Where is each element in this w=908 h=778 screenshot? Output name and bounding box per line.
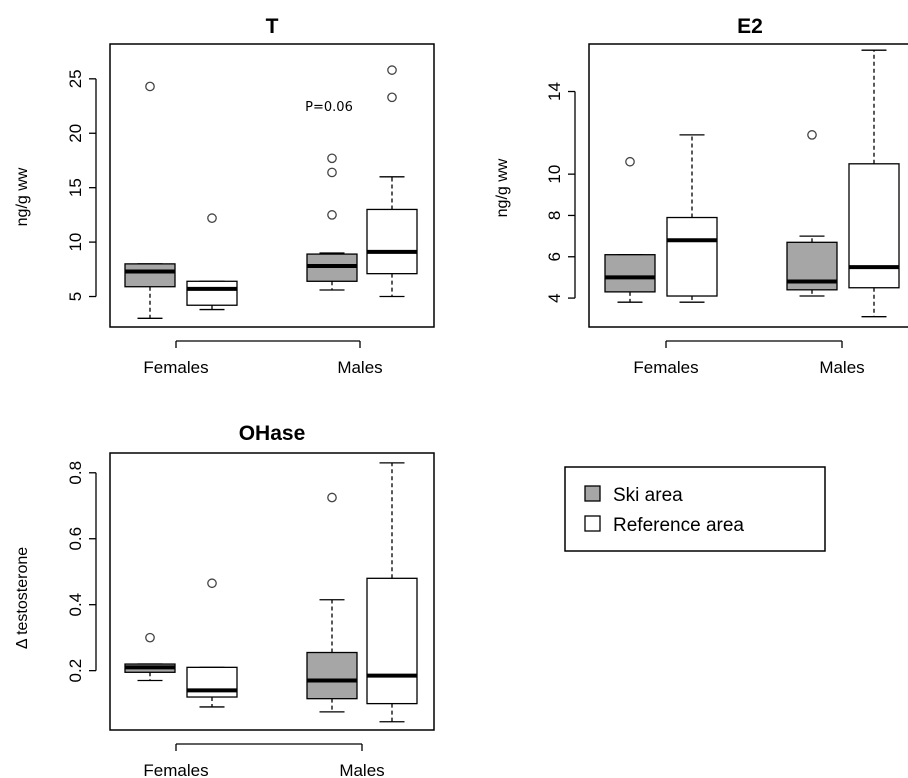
outlier-point xyxy=(807,130,817,140)
outlier-point xyxy=(327,167,337,178)
outlier-point xyxy=(207,578,217,589)
box-females-ski xyxy=(124,81,176,319)
x-category-label: Females xyxy=(143,761,208,778)
legend-frame xyxy=(564,466,826,552)
box-iqr xyxy=(306,651,358,700)
x-category-label: Males xyxy=(337,358,382,377)
plot-frame xyxy=(109,43,435,328)
box-females-ski xyxy=(124,632,176,682)
y-axis-label: ng/g ww xyxy=(14,167,31,226)
y-tick-label: 4 xyxy=(545,293,564,302)
y-axis-label: Δ testosterone xyxy=(14,547,31,649)
boxes xyxy=(124,65,418,319)
x-category-label: Males xyxy=(819,358,864,377)
x-category-label: Females xyxy=(633,358,698,377)
box-males-reference xyxy=(366,462,418,723)
legend-label-reference: Reference area xyxy=(613,515,744,536)
y-tick-label: 20 xyxy=(66,124,85,143)
y-tick-label: 15 xyxy=(66,178,85,197)
x-category-label: Males xyxy=(339,761,384,778)
box-iqr xyxy=(666,216,718,297)
x-axis: Females Males xyxy=(633,340,865,377)
legend-swatch-reference xyxy=(584,515,601,532)
y-axis-label: ng/g ww xyxy=(494,158,511,217)
box-males-ski xyxy=(786,130,838,297)
panel-t: T ng/g ww 5 10 15 20 25 Females Males P=0.06 xyxy=(14,15,435,377)
box-females-reference xyxy=(186,578,238,708)
y-axis: 0.2 0.4 0.6 0.8 xyxy=(66,461,97,683)
box-females-reference xyxy=(666,134,718,303)
panel-title: E2 xyxy=(737,15,763,38)
boxes xyxy=(604,49,900,318)
boxes xyxy=(124,462,418,723)
box-iqr xyxy=(604,254,656,293)
y-tick-label: 0.8 xyxy=(66,461,85,485)
outlier-point xyxy=(327,153,337,164)
box-iqr xyxy=(186,280,238,306)
y-tick-label: 10 xyxy=(545,165,564,184)
box-males-reference xyxy=(848,49,900,318)
box-males-reference xyxy=(366,65,418,298)
x-category-label: Females xyxy=(143,358,208,377)
outlier-point xyxy=(387,65,397,75)
box-males-ski xyxy=(306,153,358,291)
y-tick-label: 6 xyxy=(545,252,564,261)
box-females-ski xyxy=(604,156,656,303)
box-females-reference xyxy=(186,213,238,311)
annotation-p-value: P=0.06 xyxy=(305,100,353,115)
y-tick-label: 5 xyxy=(66,292,85,301)
y-axis: 5 10 15 20 25 xyxy=(66,69,97,301)
legend-swatch-ski xyxy=(584,485,601,502)
y-tick-label: 25 xyxy=(66,69,85,88)
box-iqr xyxy=(366,208,418,275)
x-axis: Females Males xyxy=(143,340,383,377)
outlier-point xyxy=(625,156,635,167)
box-iqr xyxy=(366,577,418,705)
x-axis: Females Males xyxy=(143,743,385,778)
y-axis: 4 6 8 10 14 xyxy=(545,82,576,303)
y-tick-label: 8 xyxy=(545,211,564,220)
box-males-ski xyxy=(306,492,358,713)
y-tick-label: 0.2 xyxy=(66,659,85,683)
outlier-point xyxy=(387,92,397,103)
panel-ohase: OHase Δ testosterone 0.2 0.4 0.6 0.8 Female… xyxy=(14,422,435,778)
legend-label-ski: Ski area xyxy=(613,485,683,506)
box-iqr xyxy=(848,163,900,289)
legend: Ski area Reference area xyxy=(564,466,826,552)
box-iqr xyxy=(124,263,176,288)
outlier-point xyxy=(145,81,155,92)
panel-title: OHase xyxy=(239,422,306,445)
y-tick-label: 0.4 xyxy=(66,593,85,617)
plot-frame xyxy=(588,43,908,328)
outlier-point xyxy=(207,213,217,224)
panel-e2: E2 ng/g ww 4 6 8 10 14 Females Males xyxy=(494,15,908,377)
outlier-point xyxy=(327,210,337,220)
y-tick-label: 14 xyxy=(545,82,564,101)
panel-title: T xyxy=(266,15,279,38)
outlier-point xyxy=(145,632,155,643)
y-tick-label: 0.6 xyxy=(66,527,85,551)
y-tick-label: 10 xyxy=(66,233,85,252)
plot-frame xyxy=(109,452,435,731)
box-iqr xyxy=(186,666,238,698)
outlier-point xyxy=(327,492,337,503)
